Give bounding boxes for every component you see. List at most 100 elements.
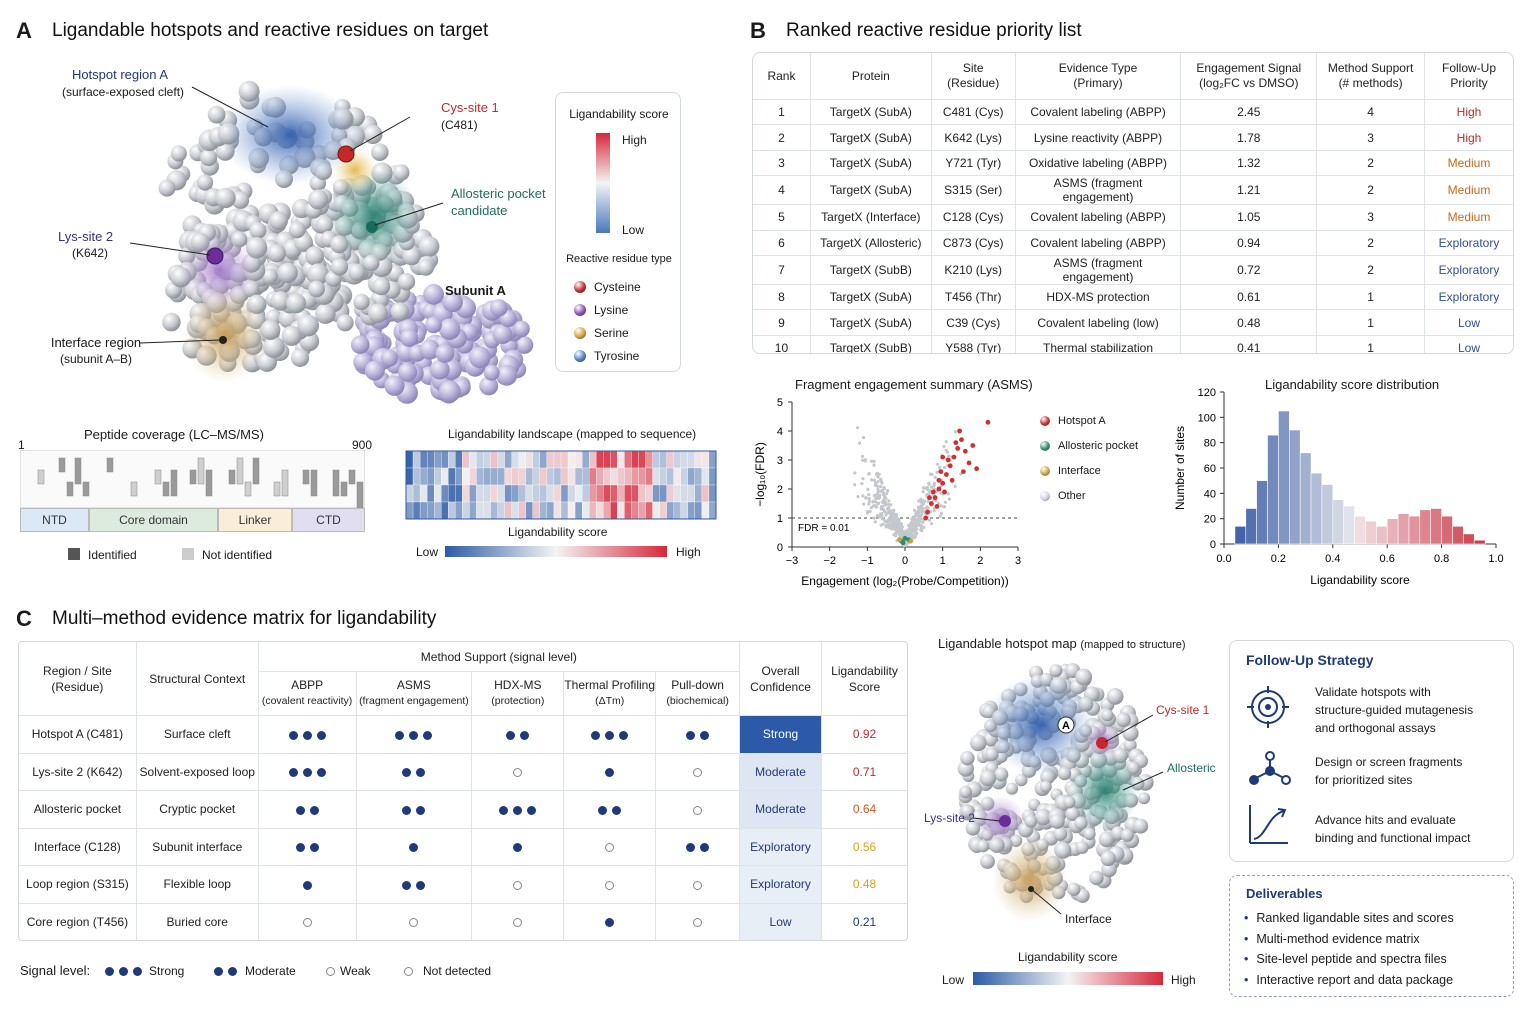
- background-point: [865, 511, 870, 515]
- signal-cell: [355, 827, 473, 866]
- table-cell: 1.32: [1180, 149, 1318, 177]
- legend-low: Low: [622, 223, 645, 237]
- signal-dot: [513, 843, 523, 853]
- signal-dot: [409, 730, 419, 740]
- background-point: [919, 498, 923, 502]
- landscape-title: Ligandability landscape (mapped to seque…: [448, 427, 697, 441]
- bullet-icon: •: [1244, 952, 1249, 967]
- context-cell: Buried core: [135, 902, 259, 940]
- signal-cell: [655, 790, 741, 829]
- hist-bar: [1386, 518, 1399, 545]
- signal-dot: [302, 768, 312, 778]
- table-cell: Y721 (Tyr): [930, 149, 1016, 177]
- background-point: [910, 533, 914, 537]
- signal-cell: [471, 902, 565, 940]
- table-row: Hotspot A (C481) Surface cleft Strong 0.92: [19, 715, 907, 754]
- signal-dot: [288, 768, 298, 778]
- volcano-point: [944, 472, 949, 477]
- table-cell: ASMS (fragment engagement): [1014, 175, 1182, 206]
- volcano-xtick: 2: [977, 555, 983, 567]
- hist-bar: [1310, 472, 1323, 545]
- signal-cell: [257, 752, 357, 791]
- volcano-point: [942, 489, 947, 495]
- allosteric-site-marker: [366, 221, 378, 233]
- signal-dot: [309, 805, 319, 815]
- method-name: Pull-down: [671, 678, 724, 692]
- confidence-cell: Exploratory: [739, 865, 822, 904]
- table-cell: 0.61: [1180, 283, 1318, 311]
- background-point: [942, 444, 946, 449]
- background-point: [939, 504, 943, 508]
- hist-xlabel: Ligandability score: [1310, 573, 1410, 587]
- volcano-point: [936, 486, 942, 492]
- not-identified-label: Not identified: [202, 548, 273, 562]
- signal-dot: [605, 730, 615, 740]
- volcano-ytick: 0: [777, 542, 783, 554]
- signal-cell: [355, 752, 473, 791]
- background-point: [858, 441, 862, 445]
- background-point: [925, 487, 929, 491]
- landscape-high: High: [676, 545, 701, 559]
- background-point: [943, 466, 947, 470]
- volcano-point: [945, 457, 951, 463]
- priority-col-header: Evidence Type (Primary): [1014, 53, 1182, 100]
- table-cell: 1.05: [1180, 204, 1318, 231]
- table-row: 9 TargetX (SubA) C39 (Cys) Covalent labelin…: [753, 309, 1513, 336]
- background-point: [919, 528, 923, 532]
- volcano-point: [923, 515, 929, 521]
- region-header-1: Region / Site: [43, 663, 112, 678]
- background-point: [876, 501, 881, 505]
- signal-dot: [605, 768, 615, 778]
- background-point: [944, 440, 948, 444]
- background-point: [880, 505, 885, 509]
- signal-cell: [563, 790, 657, 829]
- background-point: [883, 503, 888, 507]
- background-point: [945, 450, 950, 454]
- background-point: [867, 472, 871, 476]
- signal-dot: [402, 880, 412, 890]
- signal-dot: [302, 880, 312, 890]
- signal-cell: [257, 865, 357, 904]
- background-point: [856, 495, 860, 499]
- method-header: ASMS (fragment engagement): [355, 671, 473, 716]
- signal-dot: [513, 805, 523, 815]
- residue-swatch: [574, 303, 586, 316]
- background-point: [938, 466, 942, 470]
- signal-cell: [257, 827, 357, 866]
- background-point: [911, 521, 915, 525]
- method-support-header: Method Support (signal level): [257, 642, 741, 672]
- background-point: [885, 491, 889, 495]
- landscape-axis-label: Ligandability score: [508, 525, 608, 539]
- table-cell: 10: [753, 334, 811, 353]
- background-point: [874, 500, 878, 504]
- table-cell: 1: [753, 98, 811, 126]
- volcano-point: [902, 535, 908, 541]
- background-point: [918, 517, 922, 521]
- signal-dot: [295, 843, 305, 853]
- table-cell: HDX-MS protection: [1014, 283, 1182, 311]
- table-cell: K210 (Lys): [930, 254, 1016, 285]
- method-name: HDX-MS: [494, 678, 542, 692]
- background-point: [916, 514, 920, 518]
- volcano-xlabel: Engagement (log₂(Probe/Competition)): [801, 574, 1008, 588]
- hist-bar: [1430, 508, 1442, 545]
- volcano-point: [970, 443, 976, 448]
- hotspot-a-label: Hotspot region A: [71, 67, 169, 82]
- hist-bar: [1299, 452, 1312, 545]
- signal-cell: [655, 902, 741, 940]
- strategy-title: Follow-Up Strategy: [1246, 652, 1374, 668]
- volcano-ytick: 3: [777, 455, 783, 467]
- method-header: ABPP (covalent reactivity): [257, 671, 357, 716]
- histogram-title: Ligandability score distribution: [1265, 377, 1440, 392]
- table-row: 10 TargetX (SubB) Y588 (Tyr) Thermal stabil…: [753, 334, 1513, 353]
- signal-cell: [257, 902, 357, 940]
- coverage-start: 1: [18, 438, 25, 452]
- table-row: Core region (T456) Buried core Low 0.21: [19, 902, 907, 940]
- signal-dot-empty: [693, 768, 703, 778]
- method-header: HDX-MS (protection): [471, 671, 565, 716]
- volcano-point: [949, 477, 955, 483]
- signal-dot: [409, 843, 419, 853]
- background-point: [875, 492, 879, 496]
- bullet-icon: •: [1244, 931, 1249, 946]
- residue-swatch: [574, 349, 586, 362]
